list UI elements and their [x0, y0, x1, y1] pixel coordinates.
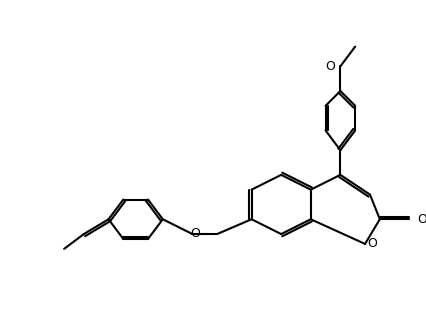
Text: O: O [190, 227, 200, 240]
Text: O: O [325, 60, 335, 73]
Text: O: O [366, 238, 376, 250]
Text: O: O [416, 213, 426, 226]
